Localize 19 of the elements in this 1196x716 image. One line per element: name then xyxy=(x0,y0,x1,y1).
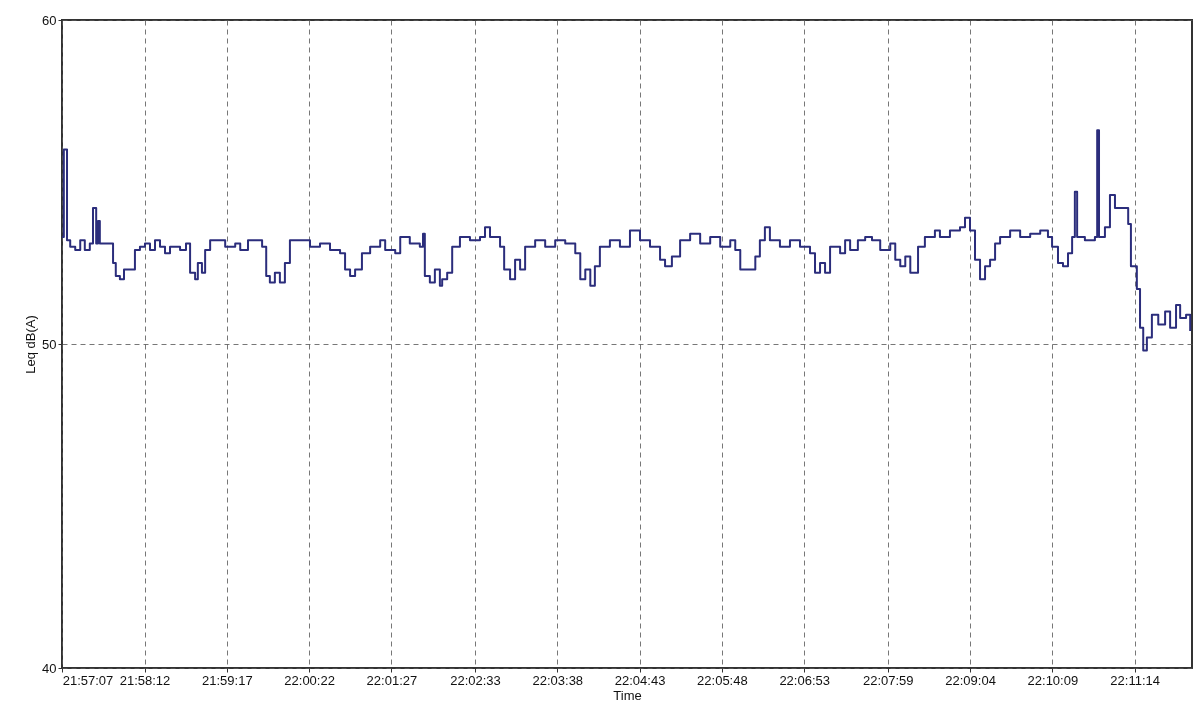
y-tick-label: 40 xyxy=(42,660,57,676)
x-tick-label: 22:11:14 xyxy=(1110,672,1160,688)
y-tick-label: 60 xyxy=(42,12,57,28)
x-tick-label: 22:01:27 xyxy=(366,672,418,688)
y-tick-label: 50 xyxy=(42,336,57,352)
x-tick-label: 21:57:07 xyxy=(62,672,114,688)
x-tick-label: 22:00:22 xyxy=(284,672,335,688)
x-tick-label: 22:05:48 xyxy=(697,672,748,688)
x-axis-title: Time xyxy=(613,687,642,703)
x-tick-label: 21:59:17 xyxy=(202,672,253,688)
x-tick-label: 22:10:09 xyxy=(1027,672,1079,688)
x-tick-label: 22:07:59 xyxy=(862,672,914,688)
x-tick-label: 22:06:53 xyxy=(779,672,830,688)
x-tick-label: 22:09:04 xyxy=(945,672,996,688)
x-tick-label: 21:58:12 xyxy=(119,672,171,688)
x-tick-label: 22:04:43 xyxy=(614,672,666,688)
x-tick-label: 22:03:38 xyxy=(532,672,584,688)
y-axis-title: Leq dB(A) xyxy=(23,315,39,374)
x-tick-label: 22:02:33 xyxy=(450,672,501,688)
